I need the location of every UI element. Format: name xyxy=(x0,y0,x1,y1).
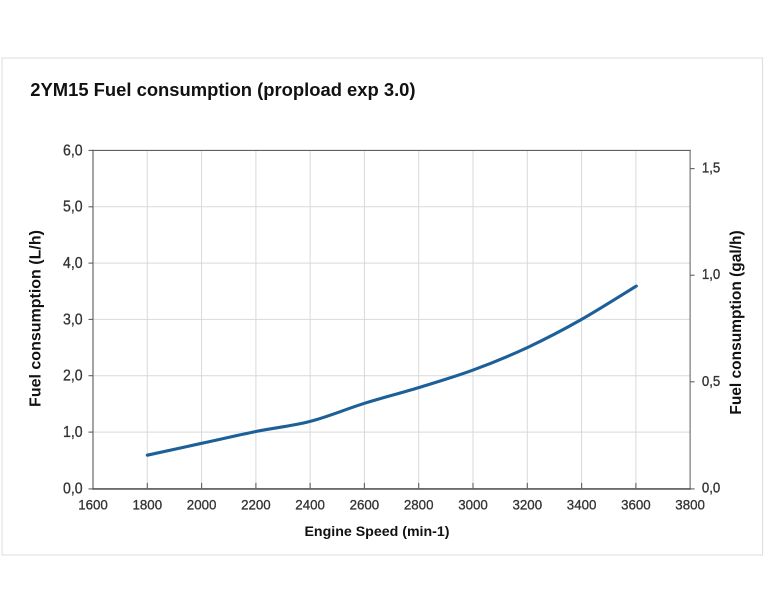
svg-text:2YM15 Fuel consumption (proplo: 2YM15 Fuel consumption (propload exp 3.0… xyxy=(30,79,415,100)
svg-text:1,0: 1,0 xyxy=(702,266,720,283)
svg-text:2600: 2600 xyxy=(350,496,380,512)
svg-text:Fuel consumption (L/h): Fuel consumption (L/h) xyxy=(28,230,45,407)
svg-text:3800: 3800 xyxy=(675,496,705,512)
svg-text:3400: 3400 xyxy=(567,496,597,512)
svg-text:1800: 1800 xyxy=(133,496,163,512)
svg-text:1,5: 1,5 xyxy=(702,160,720,177)
svg-text:5,0: 5,0 xyxy=(63,199,83,216)
svg-text:1,0: 1,0 xyxy=(63,424,83,441)
svg-text:6,0: 6,0 xyxy=(63,142,83,159)
svg-text:3000: 3000 xyxy=(458,496,488,512)
svg-text:2200: 2200 xyxy=(241,496,271,512)
svg-text:Fuel consumption (gal/h): Fuel consumption (gal/h) xyxy=(728,230,745,414)
svg-text:2000: 2000 xyxy=(187,496,217,512)
svg-text:3200: 3200 xyxy=(513,496,543,512)
svg-text:1600: 1600 xyxy=(78,496,108,512)
svg-text:2,0: 2,0 xyxy=(63,368,83,385)
svg-text:3,0: 3,0 xyxy=(63,311,83,328)
svg-text:2400: 2400 xyxy=(295,496,325,512)
svg-text:0,0: 0,0 xyxy=(63,480,83,497)
svg-text:Engine Speed (min-1): Engine Speed (min-1) xyxy=(304,524,449,540)
svg-text:2800: 2800 xyxy=(404,496,434,512)
svg-text:0,0: 0,0 xyxy=(702,479,720,496)
svg-text:3600: 3600 xyxy=(621,496,651,512)
svg-text:4,0: 4,0 xyxy=(63,255,83,272)
svg-text:0,5: 0,5 xyxy=(702,373,720,390)
